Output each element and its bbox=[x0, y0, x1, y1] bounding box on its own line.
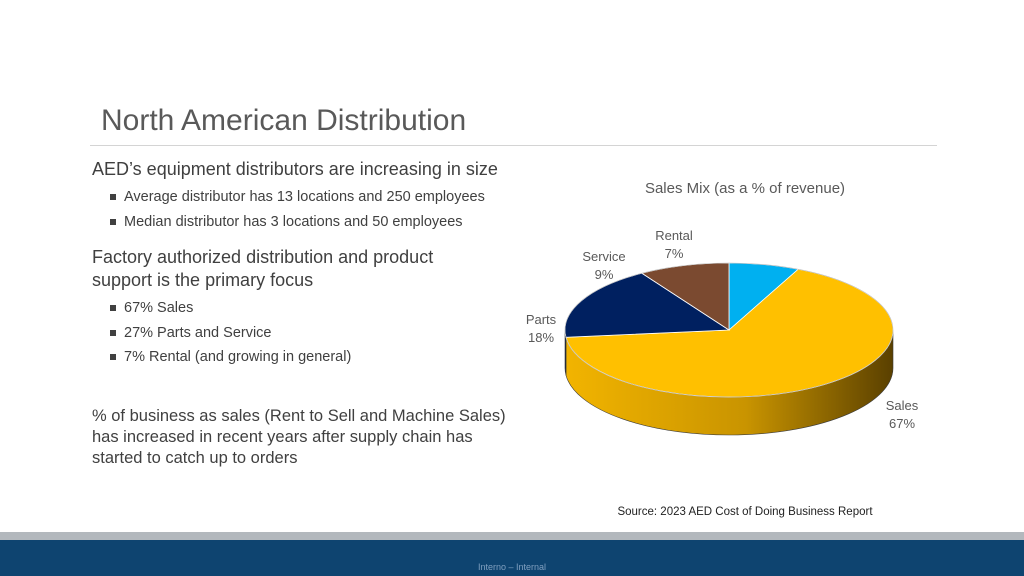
pie-label-rental: Rental bbox=[655, 228, 693, 243]
bullet-item: Median distributor has 3 locations and 5… bbox=[110, 210, 532, 235]
section-heading-line: Factory authorized distribution and prod… bbox=[92, 247, 434, 267]
paragraph-line: has increased in recent years after supp… bbox=[92, 428, 473, 446]
paragraph-line: started to catch up to orders bbox=[92, 449, 298, 467]
pie-value-service: 9% bbox=[595, 267, 614, 282]
pie-top bbox=[564, 262, 894, 398]
pie-value-sales: 67% bbox=[889, 416, 915, 431]
pie-labels: Rental 7% Sales 67% Parts 18% Service 9% bbox=[526, 228, 919, 431]
section-heading: AED’s equipment distributors are increas… bbox=[92, 159, 498, 179]
chart-title: Sales Mix (as a % of revenue) bbox=[644, 180, 846, 197]
pie-chart: Rental 7% Sales 67% Parts 18% Service 9% bbox=[526, 228, 919, 436]
footer-band-light bbox=[0, 532, 1024, 540]
source-note: Source: 2023 AED Cost of Doing Business … bbox=[617, 506, 873, 518]
bullet-list: 67% Sales 27% Parts and Service 7% Renta… bbox=[92, 296, 532, 370]
bullet-item: 67% Sales bbox=[110, 296, 532, 321]
paragraph-line: % of business as sales (Rent to Sell and… bbox=[92, 407, 506, 425]
pie-value-parts: 18% bbox=[528, 330, 554, 345]
section-primary-focus: Factory authorized distribution and prod… bbox=[92, 246, 532, 370]
section-sales-share: % of business as sales (Rent to Sell and… bbox=[92, 406, 532, 469]
footer-classification: Interno – Internal bbox=[477, 562, 547, 572]
pie-label-parts: Parts bbox=[526, 312, 557, 327]
footer-band bbox=[0, 540, 1024, 576]
pie-label-service: Service bbox=[582, 249, 625, 264]
title-divider bbox=[90, 145, 937, 146]
bullet-item: Average distributor has 13 locations and… bbox=[110, 185, 532, 210]
bullet-item: 7% Rental (and growing in general) bbox=[110, 345, 532, 370]
pie-value-rental: 7% bbox=[665, 246, 684, 261]
pie-label-sales: Sales bbox=[886, 398, 919, 413]
section-heading-line: support is the primary focus bbox=[92, 270, 314, 290]
bullet-list: Average distributor has 13 locations and… bbox=[92, 185, 532, 234]
pie-rim bbox=[564, 262, 894, 398]
slide-title: North American Distribution bbox=[101, 104, 467, 137]
section-distributor-size: AED’s equipment distributors are increas… bbox=[92, 158, 532, 234]
bullet-item: 27% Parts and Service bbox=[110, 321, 532, 346]
